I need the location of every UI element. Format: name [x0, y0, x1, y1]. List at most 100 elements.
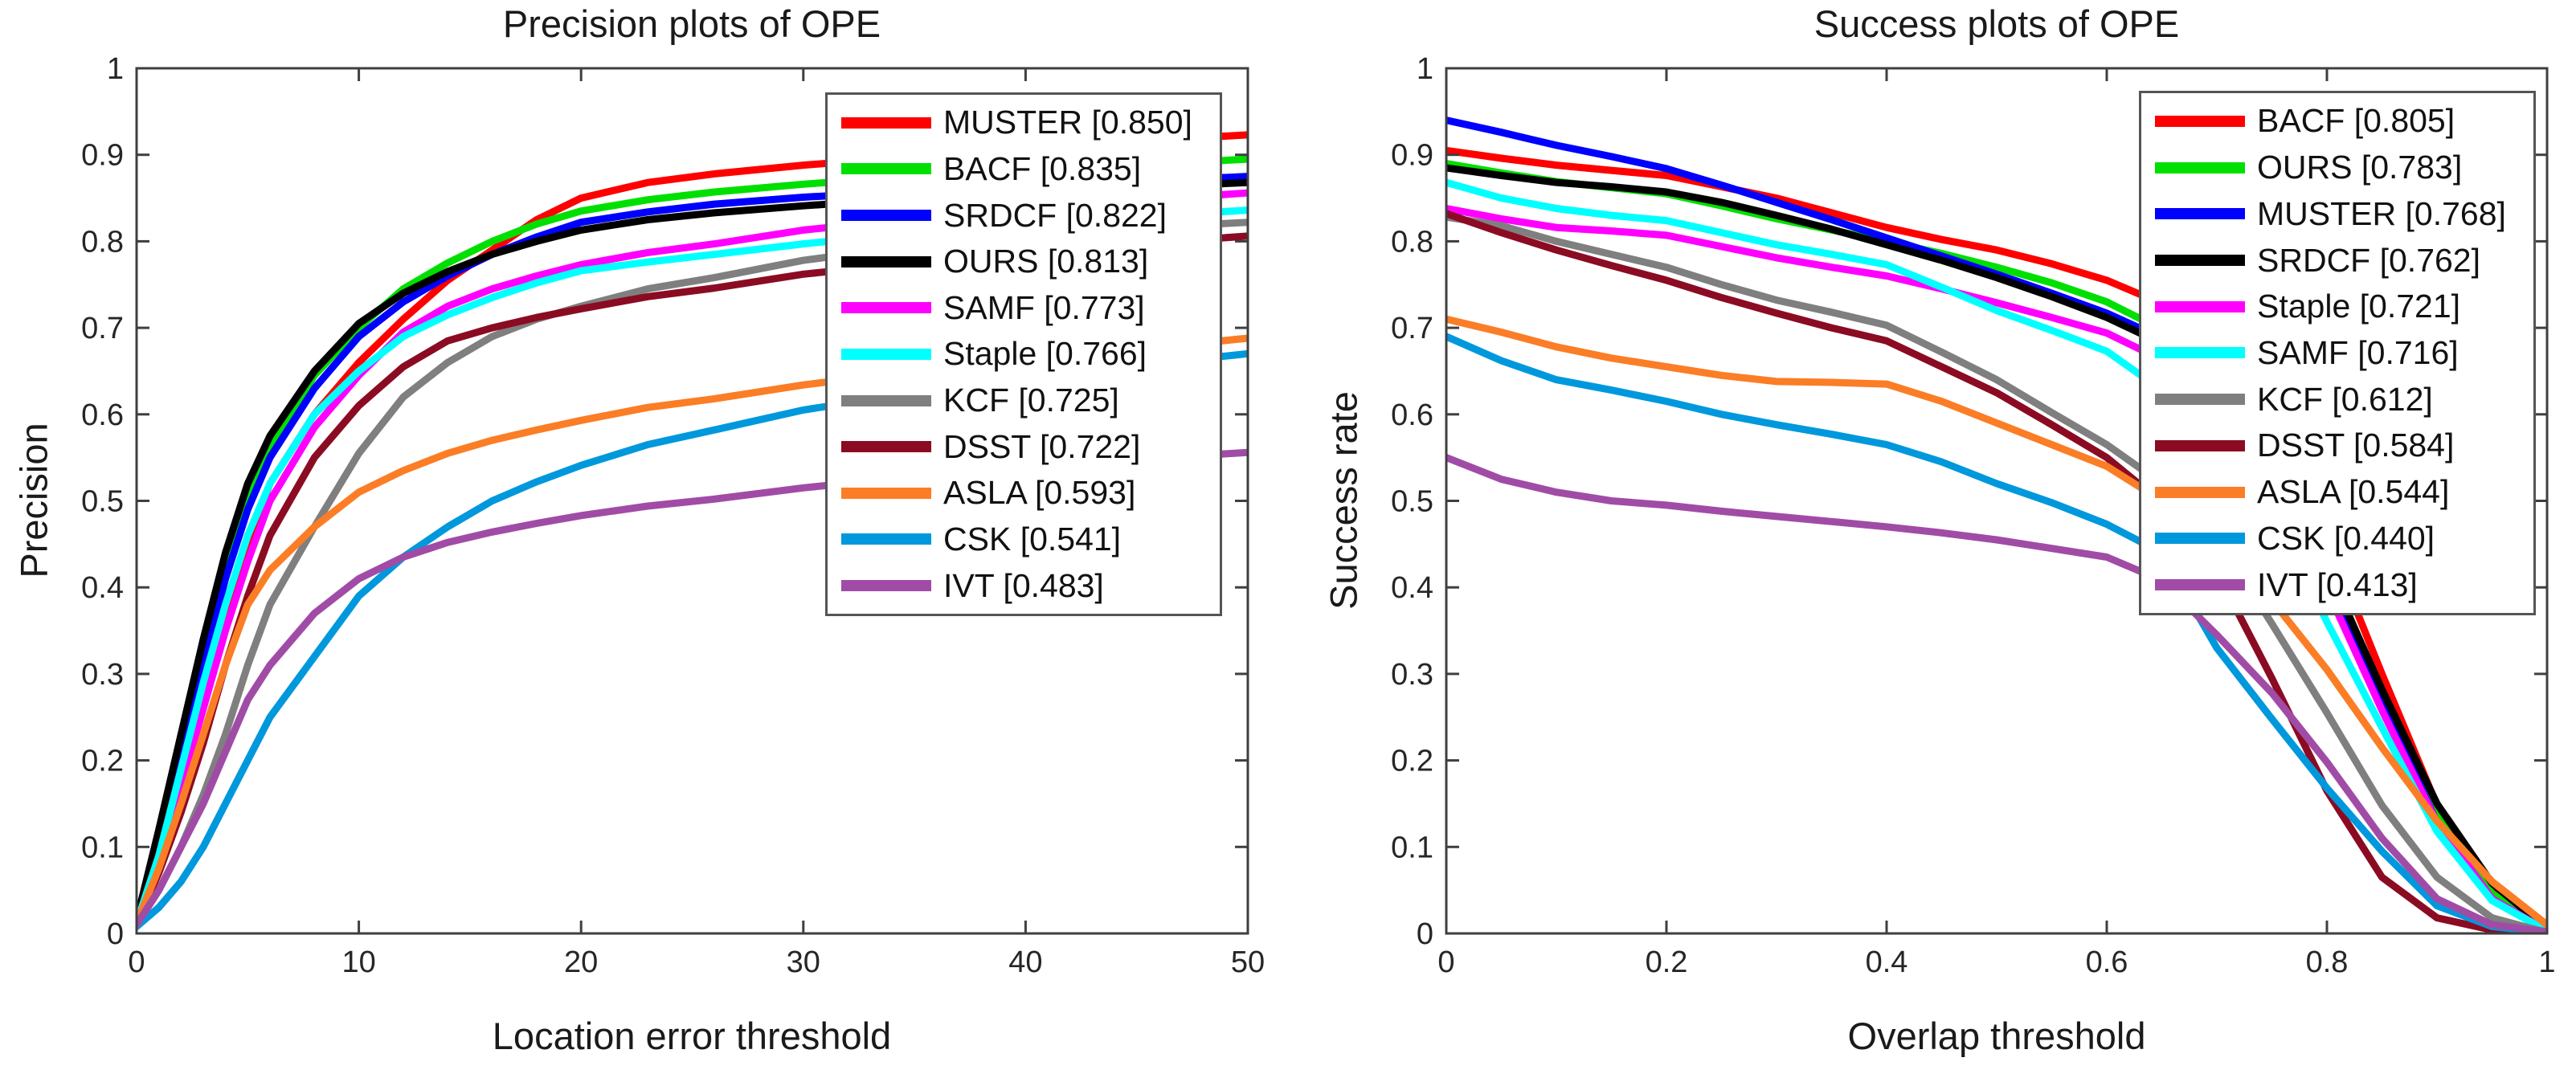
- legend-label: SRDCF [0.762]: [2257, 241, 2480, 279]
- curve-asla: [1446, 315, 2547, 929]
- legend-row-muster: MUSTER [0.850]: [828, 106, 1220, 139]
- legend-label: ASLA [0.593]: [943, 474, 1136, 512]
- legend-row-staple: Staple [0.721]: [2141, 290, 2533, 323]
- y-tick-label: 0.5: [1391, 485, 1433, 519]
- legend-row-kcf: KCF [0.612]: [2141, 380, 2533, 418]
- legend-row-bacf: BACF [0.835]: [828, 149, 1220, 187]
- legend-label: BACF [0.835]: [943, 149, 1142, 187]
- curve-samf: [1446, 178, 2547, 933]
- x-tick-label: 50: [1231, 945, 1265, 979]
- legend-swatch-icon: [841, 348, 931, 360]
- legend-swatch-icon: [841, 210, 931, 222]
- legend-swatch-icon: [2155, 579, 2245, 591]
- legend-row-ours: OURS [0.813]: [828, 245, 1220, 278]
- legend-swatch-icon: [841, 394, 931, 406]
- legend-swatch-icon: [2155, 533, 2245, 545]
- legend-row-srdcf: SRDCF [0.762]: [2141, 241, 2533, 279]
- legend-label: OURS [0.783]: [2257, 149, 2463, 186]
- curve-kcf: [1446, 213, 2547, 933]
- legend-row-dsst: DSST [0.584]: [2141, 429, 2533, 462]
- legend-swatch-icon: [841, 163, 931, 175]
- success-plot-title: Success plots of OPE: [1813, 2, 2180, 45]
- legend-swatch-icon: [2155, 161, 2245, 174]
- success-y-axis-label: Success rate: [1322, 391, 1365, 610]
- legend-swatch-icon: [2155, 439, 2245, 451]
- legend-swatch-icon: [841, 487, 931, 499]
- precision-legend: MUSTER [0.850] BACF [0.835] SRDCF [0.822] O…: [825, 92, 1222, 616]
- y-tick-label: 0: [107, 917, 124, 951]
- curve-bacf: [1446, 146, 2547, 933]
- y-tick-label: 0.9: [1391, 139, 1433, 173]
- legend-swatch-icon: [841, 580, 931, 592]
- y-tick-label: 0.1: [81, 831, 124, 864]
- x-tick-label: 1: [2538, 945, 2555, 979]
- y-tick-label: 1: [1417, 52, 1433, 86]
- legend-label: DSST [0.584]: [2257, 427, 2455, 464]
- x-tick-label: 0.4: [1866, 945, 1908, 979]
- y-tick-label: 0.1: [1391, 831, 1433, 864]
- success-curves: [1446, 116, 2547, 933]
- x-tick-label: 0: [1437, 945, 1454, 979]
- legend-label: IVT [0.413]: [2257, 566, 2418, 603]
- x-tick-label: 0.6: [2086, 945, 2128, 979]
- legend-row-asla: ASLA [0.593]: [828, 476, 1220, 509]
- x-tick-label: 20: [564, 945, 598, 979]
- x-tick-label: 0: [128, 945, 145, 979]
- legend-swatch-icon: [2155, 347, 2245, 359]
- legend-label: BACF [0.805]: [2257, 102, 2455, 140]
- legend-label: CSK [0.541]: [943, 520, 1122, 557]
- legend-row-srdcf: SRDCF [0.822]: [828, 196, 1220, 234]
- legend-row-samf: SAMF [0.773]: [828, 288, 1220, 326]
- legend-swatch-icon: [2155, 255, 2245, 267]
- x-tick-label: 40: [1008, 945, 1042, 979]
- legend-label: SRDCF [0.822]: [943, 196, 1167, 234]
- curve-srdcf: [1446, 164, 2547, 933]
- legend-swatch-icon: [841, 302, 931, 314]
- y-tick-label: 0: [1417, 917, 1433, 951]
- legend-row-dsst: DSST [0.722]: [828, 427, 1220, 465]
- y-tick-label: 1: [107, 52, 124, 86]
- y-tick-label: 0.3: [81, 658, 124, 692]
- y-tick-label: 0.8: [1391, 225, 1433, 259]
- legend-swatch-icon: [2155, 208, 2245, 220]
- curve-ivt: [1446, 454, 2547, 933]
- x-tick-label: 0.2: [1646, 945, 1688, 979]
- y-tick-label: 0.2: [1391, 745, 1433, 778]
- legend-swatch-icon: [2155, 115, 2245, 127]
- y-tick-label: 0.6: [81, 398, 124, 432]
- legend-row-kcf: KCF [0.725]: [828, 384, 1220, 417]
- legend-label: CSK [0.440]: [2257, 519, 2435, 557]
- legend-row-bacf: BACF [0.805]: [2141, 104, 2533, 137]
- curve-staple: [1446, 205, 2547, 933]
- legend-row-ivt: IVT [0.413]: [2141, 566, 2533, 603]
- legend-swatch-icon: [841, 116, 931, 129]
- legend-swatch-icon: [841, 533, 931, 545]
- legend-label: DSST [0.722]: [943, 427, 1141, 465]
- legend-label: MUSTER [0.850]: [943, 104, 1192, 141]
- y-tick-label: 0.9: [81, 139, 124, 173]
- legend-label: KCF [0.612]: [2257, 380, 2433, 418]
- y-tick-label: 0.7: [81, 312, 124, 345]
- success-legend: BACF [0.805] OURS [0.783] MUSTER [0.768] SR…: [2139, 91, 2536, 615]
- y-tick-label: 0.7: [1391, 312, 1433, 345]
- legend-row-ivt: IVT [0.483]: [828, 569, 1220, 602]
- legend-label: SAMF [0.773]: [943, 288, 1145, 326]
- y-tick-label: 0.4: [1391, 571, 1433, 605]
- x-tick-label: 0.8: [2306, 945, 2349, 979]
- y-tick-label: 0.2: [81, 745, 124, 778]
- legend-swatch-icon: [2155, 300, 2245, 312]
- success-x-axis-label: Overlap threshold: [1847, 1015, 2146, 1057]
- legend-label: OURS [0.813]: [943, 243, 1149, 280]
- legend-row-samf: SAMF [0.716]: [2141, 336, 2533, 370]
- legend-row-muster: MUSTER [0.768]: [2141, 197, 2533, 231]
- legend-row-ours: OURS [0.783]: [2141, 151, 2533, 184]
- x-tick-label: 10: [341, 945, 375, 979]
- precision-x-axis-label: Location error threshold: [492, 1015, 892, 1057]
- y-tick-label: 0.3: [1391, 658, 1433, 692]
- y-tick-label: 0.5: [81, 485, 124, 519]
- legend-swatch-icon: [2155, 394, 2245, 406]
- precision-plot-title: Precision plots of OPE: [502, 2, 881, 45]
- legend-row-staple: Staple [0.766]: [828, 337, 1220, 370]
